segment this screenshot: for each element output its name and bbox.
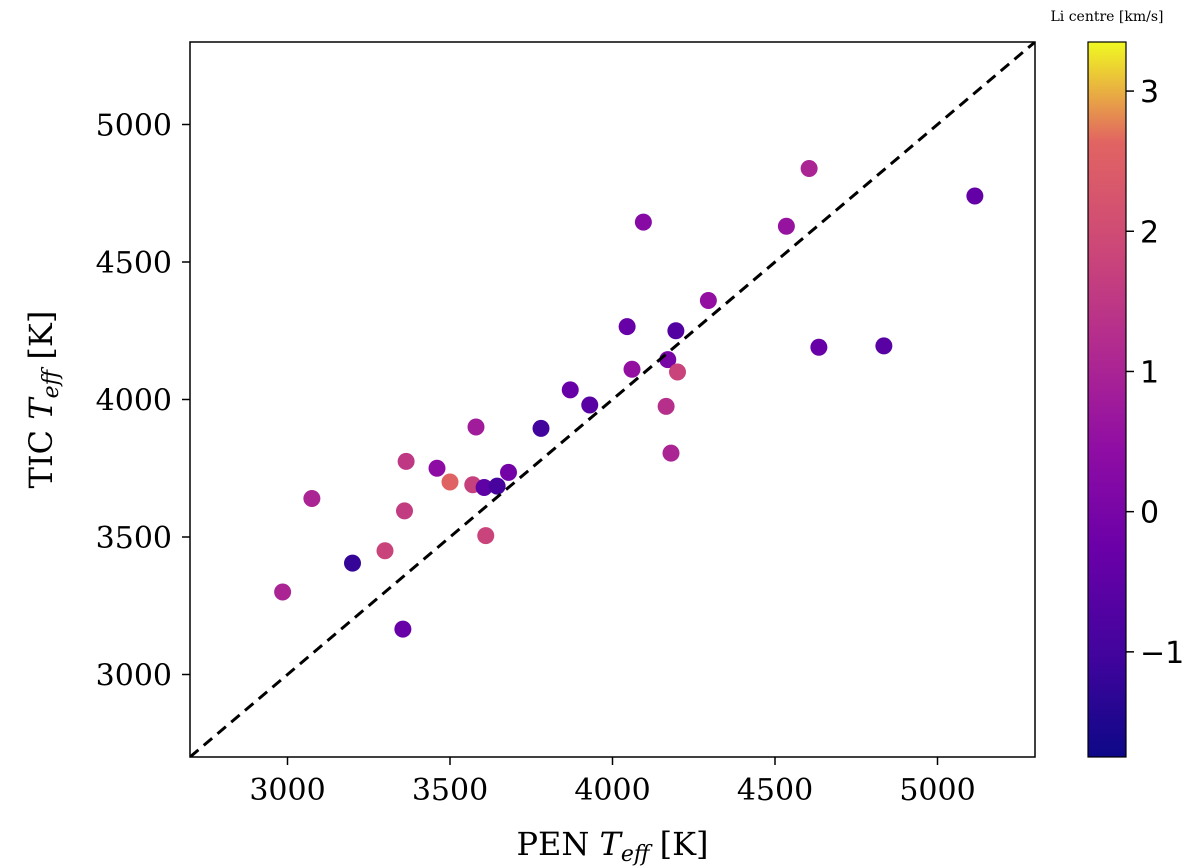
x-tick-label: 3000 (249, 773, 325, 808)
y-tick-label: 4500 (96, 246, 172, 281)
data-point (397, 452, 415, 470)
data-point (777, 217, 795, 235)
data-point (303, 490, 321, 507)
data-point (966, 187, 984, 205)
data-point (477, 527, 495, 545)
colorbar-tick-label: −1 (1140, 636, 1184, 671)
data-point (344, 554, 361, 572)
colorbar-tick-label: 3 (1140, 75, 1159, 110)
data-point (669, 363, 686, 381)
data-point (623, 360, 641, 378)
data-point (618, 318, 636, 336)
data-point (428, 459, 446, 477)
x-tick-label: 3500 (412, 773, 488, 808)
colorbar-tick-label: 2 (1140, 215, 1159, 250)
data-point (396, 502, 413, 520)
data-point (500, 463, 517, 481)
data-point (394, 620, 412, 638)
x-axis-ticks: 3000 3500 4000 4500 5000 (249, 757, 976, 808)
data-point (532, 419, 550, 437)
colorbar-ticks: −1 0 1 2 3 (1126, 75, 1184, 671)
colorbar: Li centre [km/s] −1 0 1 2 3 (1050, 9, 1184, 758)
data-point (488, 477, 506, 495)
data-point (634, 213, 652, 231)
data-point (561, 381, 579, 399)
reference-line-y-equals-x (190, 42, 1035, 757)
x-tick-label: 5000 (899, 773, 975, 808)
x-tick-label: 4000 (574, 773, 650, 808)
data-point (581, 396, 599, 414)
data-point (441, 473, 459, 491)
data-point (699, 292, 717, 309)
data-point (662, 444, 680, 462)
y-tick-label: 5000 (96, 109, 172, 144)
data-point (467, 418, 485, 436)
x-tick-label: 4500 (737, 773, 813, 808)
data-point (810, 338, 828, 356)
x-axis-label: PEN Teff [K] (516, 825, 708, 868)
data-points (274, 160, 984, 638)
y-tick-label: 3500 (96, 521, 172, 556)
data-point (657, 397, 675, 415)
colorbar-tick-label: 0 (1140, 496, 1159, 531)
data-point (667, 322, 685, 340)
y-tick-label: 3000 (96, 659, 172, 694)
data-point (875, 337, 893, 355)
y-tick-label: 4000 (96, 384, 172, 419)
data-point (274, 583, 292, 601)
data-point (800, 160, 818, 177)
colorbar-label: Li centre [km/s] (1050, 9, 1163, 25)
y-axis-ticks: 3000 3500 4000 4500 5000 (96, 109, 190, 694)
colorbar-gradient (1087, 41, 1127, 758)
colorbar-tick-label: 1 (1140, 355, 1159, 390)
y-axis-label: TIC Teff [K] (22, 311, 66, 489)
data-point (376, 542, 394, 560)
data-point (475, 479, 493, 496)
